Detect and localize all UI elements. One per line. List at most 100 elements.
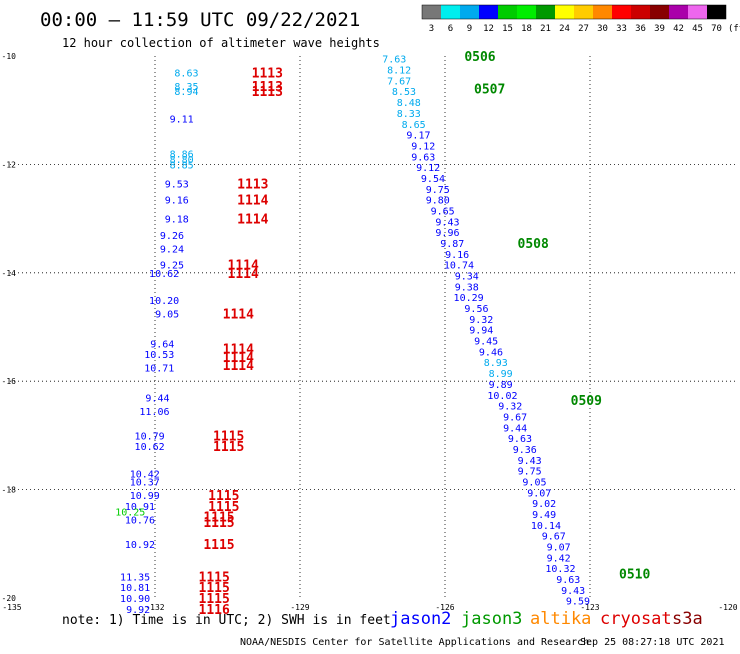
swh-label: 9.02 <box>532 499 556 510</box>
colorbar-swatch <box>441 5 460 19</box>
colorbar-label: 39 <box>654 24 665 34</box>
swh-label: 9.80 <box>426 196 450 207</box>
time-label: 1115 <box>208 500 239 515</box>
colorbar-label: 6 <box>448 24 453 34</box>
swh-label: 10.42 <box>130 469 160 480</box>
time-label: 1115 <box>213 440 244 455</box>
swh-label: 9.94 <box>469 326 493 337</box>
colorbar-label: 36 <box>635 24 646 34</box>
colorbar-swatch <box>517 5 536 19</box>
swh-label: 9.43 <box>518 456 542 467</box>
colorbar-swatch <box>555 5 574 19</box>
colorbar-swatch <box>612 5 631 19</box>
footer-credit: NOAA/NESDIS Center for Satellite Applica… <box>240 637 589 648</box>
swh-label: 9.54 <box>421 174 445 185</box>
colorbar-swatch <box>574 5 593 19</box>
x-tick-label: -129 <box>290 603 309 612</box>
swh-label: 9.25 <box>160 261 184 272</box>
swh-label: 9.96 <box>435 228 459 239</box>
swh-label: 8.99 <box>489 369 513 380</box>
y-tick-label: -10 <box>2 52 17 61</box>
footer-timestamp: Sep 25 08:27:18 UTC 2021 <box>580 637 725 648</box>
swh-label: 9.43 <box>561 586 585 597</box>
lat-lon-grid <box>10 56 735 598</box>
time-label: 1114 <box>228 259 259 274</box>
time-label: 1114 <box>237 194 268 209</box>
colorbar-label: 45 <box>692 24 703 34</box>
swh-label: 9.56 <box>464 304 488 315</box>
swh-label: 9.36 <box>513 445 537 456</box>
swh-label: 8.85 <box>170 160 194 171</box>
swh-label: 9.34 <box>455 272 479 283</box>
time-label: 1114 <box>223 307 254 322</box>
colorbar-label: 18 <box>521 24 532 34</box>
time-label: 1113 <box>252 80 283 95</box>
swh-label: 8.86 <box>170 150 194 161</box>
y-tick-label: -18 <box>2 486 17 495</box>
swh-label: 10.14 <box>531 521 561 532</box>
swh-label: 9.32 <box>469 315 493 326</box>
swh-label: 8.80 <box>170 155 194 166</box>
time-label: 1115 <box>203 511 234 526</box>
time-label: 1114 <box>223 343 254 358</box>
chart-subtitle: 12 hour collection of altimeter wave hei… <box>62 36 380 50</box>
colorbar-label: 24 <box>559 24 570 34</box>
swh-label: 9.11 <box>170 114 194 125</box>
time-label: 1115 <box>203 538 234 553</box>
swh-label: 9.46 <box>479 347 503 358</box>
time-label: 1114 <box>228 267 259 282</box>
swh-label: 9.32 <box>498 402 522 413</box>
swh-label: 8.53 <box>392 87 416 98</box>
swh-label: 11.06 <box>139 407 169 418</box>
colorbar-swatch <box>688 5 707 19</box>
time-label: 0508 <box>518 237 549 252</box>
time-label: 1115 <box>199 592 230 607</box>
swh-label: 8.35 <box>174 82 198 93</box>
swh-label: 9.67 <box>503 412 527 423</box>
time-label: 1113 <box>252 66 283 81</box>
time-label: 1115 <box>203 516 234 531</box>
colorbar-swatch <box>498 5 517 19</box>
swh-label: 7.63 <box>382 55 406 66</box>
swh-label: 10.81 <box>120 583 150 594</box>
swh-label: 10.37 <box>130 477 160 488</box>
y-tick-label: -12 <box>2 160 17 169</box>
x-tick-label: -120 <box>718 603 737 612</box>
swh-label: 9.12 <box>411 141 435 152</box>
swh-label: 10.29 <box>454 293 484 304</box>
swh-label: 10.74 <box>444 261 474 272</box>
colorbar-label: 70 <box>711 24 722 34</box>
colorbar-label: 27 <box>578 24 589 34</box>
swh-label: 10.92 <box>125 540 155 551</box>
swh-label: 8.33 <box>397 109 421 120</box>
time-label: 1113 <box>237 177 268 192</box>
swh-label: 9.92 <box>126 605 150 616</box>
legend-item-s3a: s3a <box>672 609 703 629</box>
swh-label: 10.91 <box>125 502 155 513</box>
swh-label: 9.44 <box>145 393 169 404</box>
axis-tick-labels: -10 -12 -14 -16 -18 -20-135 -132 -129 -126 -123 -1… <box>2 52 738 612</box>
swh-label: 9.65 <box>431 206 455 217</box>
colorbar-frame <box>421 4 727 20</box>
colorbar-swatch <box>422 5 441 19</box>
y-tick-label: -14 <box>2 269 17 278</box>
colorbar-swatch <box>631 5 650 19</box>
colorbar-swatch <box>479 5 498 19</box>
swh-label: 10.20 <box>149 296 179 307</box>
x-tick-label: -132 <box>145 603 164 612</box>
swh-label: 8.63 <box>174 68 198 79</box>
swh-label: 9.43 <box>435 217 459 228</box>
swh-label: 10.71 <box>144 364 174 375</box>
swh-label: 10.32 <box>545 564 575 575</box>
swh-label: 9.16 <box>445 250 469 261</box>
time-label: 0506 <box>464 50 495 65</box>
swh-label: 9.75 <box>518 467 542 478</box>
time-label: 0510 <box>619 568 650 583</box>
swh-label: 10.76 <box>125 515 155 526</box>
swh-label: 8.93 <box>484 358 508 369</box>
swh-label: 10.90 <box>120 594 150 605</box>
swh-label: 9.53 <box>165 179 189 190</box>
swh-label: 9.89 <box>489 380 513 391</box>
swh-label: 9.38 <box>455 282 479 293</box>
